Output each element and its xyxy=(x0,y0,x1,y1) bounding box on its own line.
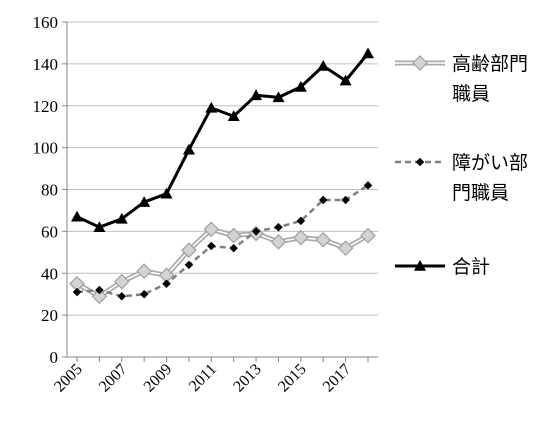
series-2 xyxy=(71,47,374,232)
data-point xyxy=(136,263,153,280)
data-point xyxy=(160,187,173,199)
data-point xyxy=(138,196,151,207)
data-point xyxy=(115,212,128,224)
legend-entry-2: 合計 xyxy=(395,256,490,278)
y-tick-label: 40 xyxy=(41,264,58,283)
data-point xyxy=(317,59,330,71)
data-point xyxy=(360,227,376,244)
data-point xyxy=(71,210,83,222)
data-point xyxy=(363,180,373,190)
data-point xyxy=(225,227,242,244)
legend-label: 高齢部門 xyxy=(452,53,528,75)
data-point xyxy=(162,279,171,289)
y-tick-label: 80 xyxy=(41,181,58,200)
data-point xyxy=(227,110,240,122)
x-tick-label: 2011 xyxy=(186,361,220,395)
legend-label: 障がい部 xyxy=(452,152,528,174)
data-point xyxy=(203,221,220,238)
data-point xyxy=(206,241,216,251)
data-point xyxy=(250,89,263,101)
data-point xyxy=(139,289,149,299)
x-tick-label: 2017 xyxy=(320,361,355,396)
data-point xyxy=(184,260,194,270)
data-point xyxy=(91,288,108,305)
data-point xyxy=(270,233,287,250)
data-point xyxy=(337,240,354,256)
legend-label: 職員 xyxy=(452,83,490,105)
y-tick-label: 0 xyxy=(50,348,59,367)
data-point xyxy=(93,221,106,232)
y-tick-label: 60 xyxy=(41,222,58,241)
data-point xyxy=(182,143,195,155)
data-point xyxy=(181,242,197,259)
series-0 xyxy=(69,221,376,305)
series-1 xyxy=(72,180,373,301)
data-point xyxy=(339,74,352,86)
data-point xyxy=(292,229,309,246)
y-axis-tick-labels: 0 20 40 60 80 100 120 140 160 xyxy=(33,13,59,367)
legend-label: 門職員 xyxy=(452,182,509,204)
y-tick-label: 160 xyxy=(33,13,59,32)
legend-marker xyxy=(414,260,426,271)
data-point xyxy=(362,47,374,59)
data-point xyxy=(113,273,130,290)
series-line xyxy=(76,184,369,298)
data-point xyxy=(251,227,261,236)
x-tick-label: 2009 xyxy=(141,361,176,396)
series-layer xyxy=(69,47,376,305)
data-point xyxy=(95,285,104,295)
data-point xyxy=(205,101,218,113)
legend-marker xyxy=(412,55,428,71)
data-point xyxy=(274,222,283,232)
legend-marker xyxy=(415,157,425,167)
data-point xyxy=(117,291,127,301)
y-tick-label: 120 xyxy=(33,97,59,116)
y-tick-label: 140 xyxy=(33,55,59,74)
x-tick-label: 2015 xyxy=(275,361,310,396)
data-point xyxy=(72,287,82,297)
y-tick-label: 100 xyxy=(33,139,59,158)
y-tick-label: 20 xyxy=(41,306,58,325)
data-point xyxy=(272,91,285,103)
legend-label: 合計 xyxy=(452,256,490,278)
x-tick-label: 2013 xyxy=(230,361,265,396)
data-point xyxy=(315,231,332,248)
data-point xyxy=(318,195,328,205)
data-point xyxy=(341,195,350,205)
data-point xyxy=(296,216,306,226)
data-point xyxy=(294,80,307,92)
x-axis-tick-labels: 2005 2007 2009 2011 2013 2015 2017 xyxy=(51,361,354,396)
axes xyxy=(66,22,378,362)
x-tick-label: 2007 xyxy=(96,361,131,396)
data-point xyxy=(229,243,239,253)
